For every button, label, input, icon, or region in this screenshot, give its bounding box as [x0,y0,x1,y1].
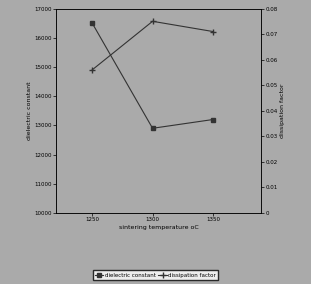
Line: dielectric constant: dielectric constant [90,21,216,131]
dielectric constant [90,21,94,25]
Y-axis label: dissipation factor: dissipation factor [281,83,285,138]
dissipation factor [90,68,94,72]
Legend: dielectric constant, dissipation factor: dielectric constant, dissipation factor [93,270,218,280]
dielectric constant [151,127,155,130]
X-axis label: sintering temperature oC: sintering temperature oC [119,225,198,230]
Y-axis label: dielectric constant: dielectric constant [26,82,31,140]
dielectric constant [211,118,215,121]
dissipation factor [151,20,155,23]
dissipation factor [211,30,215,33]
Line: dissipation factor: dissipation factor [89,18,216,73]
